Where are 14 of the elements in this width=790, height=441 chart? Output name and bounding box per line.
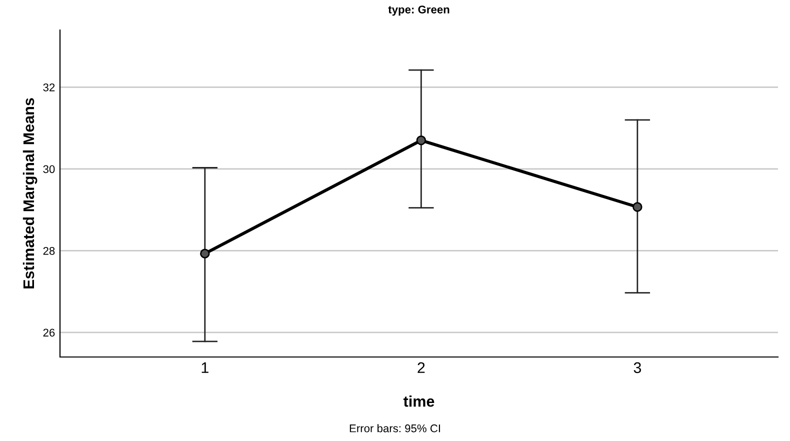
x-tick-label: 1 xyxy=(202,362,208,373)
x-tick-label: 3 xyxy=(634,362,642,374)
text: Error bars: 95% CI xyxy=(350,424,440,432)
point xyxy=(632,202,642,212)
y-tick-label: 28 xyxy=(43,246,55,255)
y-tick-label: 30 xyxy=(43,165,55,174)
y-axis-title: Estimated Marginal Means xyxy=(22,98,38,288)
x-tick-label: 2 xyxy=(418,362,425,373)
point xyxy=(416,136,426,146)
y-tick-label: 26 xyxy=(43,328,55,337)
y-tick-label: 32 xyxy=(43,83,55,92)
chart-title: type: Green xyxy=(388,6,450,16)
x-axis-title: time xyxy=(403,396,434,407)
point xyxy=(200,248,210,258)
